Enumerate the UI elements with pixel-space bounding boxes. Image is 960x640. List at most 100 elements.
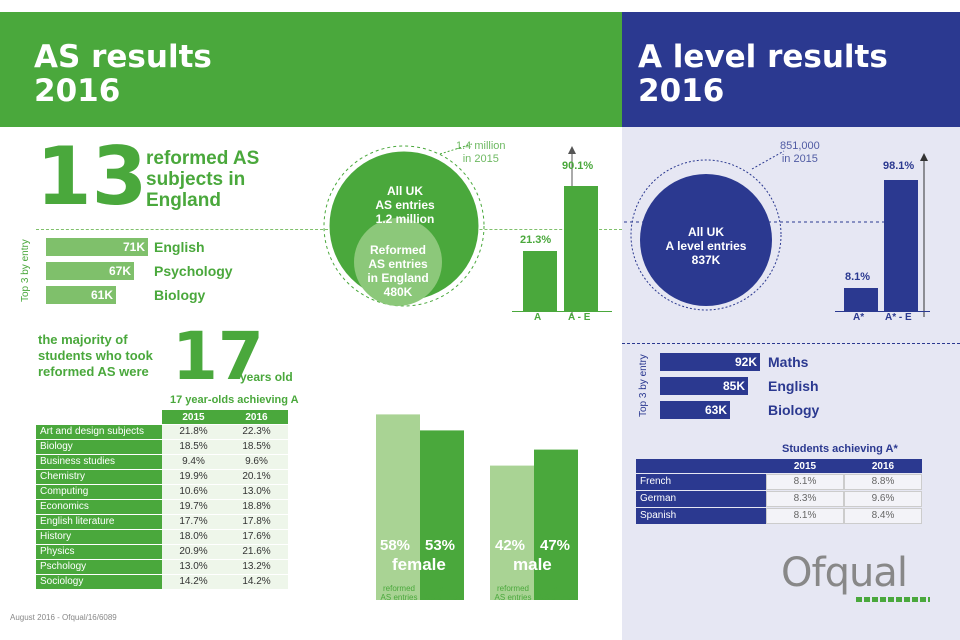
as-table-title: 17 year-olds achieving A [170,394,299,406]
table-cell-subject: Economics [36,500,162,514]
ofqual-logo-dots [856,597,930,602]
table-cell-subject: History [36,530,162,544]
a-level-top3-subject-2: English [768,378,819,394]
as-grade-a-label: A [534,312,542,323]
female-all-caption: all AS entries [424,584,462,602]
as-table-col-2015: 2015 [162,410,225,424]
a-level-astar-label: A* [853,312,865,323]
as-entries-diagram [323,143,576,316]
table-cell-y2015: 10.6% [162,485,225,499]
a-level-top3-subject-3: Biology [768,402,820,418]
table-cell-subject: German [636,491,766,507]
a-level-top3-bar-2: 85K [660,377,748,395]
table-cell-y2015: 13.0% [162,560,225,574]
as-reformed-circle [354,218,442,306]
table-cell-y2016: 18.5% [225,440,288,454]
table-cell-y2016: 8.4% [844,508,922,524]
as-table-col-2016: 2016 [225,410,288,424]
table-row: German 8.3% 9.6% [636,491,922,507]
table-row: Sociology 14.2% 14.2% [36,575,288,589]
reformed-text: reformed AS subjects in England [146,148,260,211]
a-level-astar-bar [844,288,878,311]
female-all-pct: 53% [425,537,456,554]
as-top3-label: Top 3 by entry [20,239,31,303]
male-all-caption: all AS entries [538,584,576,602]
table-cell-y2016: 8.8% [844,474,922,490]
male-label: male [513,555,552,574]
a-level-2015-entries: 851,000 in 2015 [780,140,820,165]
as-table: 2015 2016 Art and design subjects 21.8% 22… [36,409,288,590]
table-cell-subject: Physics [36,545,162,559]
table-row: Business studies 9.4% 9.6% [36,455,288,469]
table-row: Spanish 8.1% 8.4% [636,508,922,524]
as-grade-ae-label: A - E [568,312,591,323]
male-reformed-caption: reformed AS entries [494,584,532,602]
table-cell-subject: Sociology [36,575,162,589]
table-cell-y2015: 8.3% [766,491,844,507]
female-label: female [392,555,446,574]
table-cell-subject: Chemistry [36,470,162,484]
table-cell-subject: Art and design subjects [36,425,162,439]
gender-chart [376,414,578,600]
as-top3-bar-2: 67K [46,262,134,280]
a-level-header: A level results 2016 [622,12,960,127]
table-row: History 18.0% 17.6% [36,530,288,544]
as-grade-a-bar [523,251,557,311]
as-guide-line [36,229,622,230]
a-level-all-uk-circle [640,174,772,306]
male-all-bar [534,449,578,600]
ofqual-logo: Ofqual [781,550,908,596]
a-level-table-title: Students achieving A* [782,443,898,455]
table-cell-subject: Computing [36,485,162,499]
table-cell-y2016: 17.6% [225,530,288,544]
table-cell-y2016: 14.2% [225,575,288,589]
table-cell-y2015: 18.0% [162,530,225,544]
as-2015-entries: 1.4 million in 2015 [456,140,506,165]
a-level-entries-diagram [622,150,928,317]
table-cell-y2015: 21.8% [162,425,225,439]
female-reformed-caption: reformed AS entries [380,584,418,602]
table-cell-y2015: 17.7% [162,515,225,529]
a-level-2015-outline [630,159,782,311]
table-row: Biology 18.5% 18.5% [36,440,288,454]
table-cell-y2015: 18.5% [162,440,225,454]
table-row: Physics 20.9% 21.6% [36,545,288,559]
table-row: Pschology 13.0% 13.2% [36,560,288,574]
majority-age-suffix: years old [240,370,293,384]
a-level-astar-e-value: 98.1% [883,160,915,172]
table-cell-y2016: 9.6% [844,491,922,507]
footer: August 2016 - Ofqual/16/6089 [10,613,117,622]
table-cell-y2015: 8.1% [766,474,844,490]
majority-age: 17 [172,318,264,395]
table-cell-y2015: 20.9% [162,545,225,559]
as-top3-subject-3: Biology [154,287,206,303]
a-level-astar-e-bar [884,180,918,311]
table-row: Economics 19.7% 18.8% [36,500,288,514]
table-cell-y2016: 13.2% [225,560,288,574]
a-level-top3-subject-1: Maths [768,354,809,370]
table-cell-subject: Biology [36,440,162,454]
table-row: Computing 10.6% 13.0% [36,485,288,499]
a-level-table-col-2016: 2016 [844,459,922,473]
male-reformed-bar [490,465,534,600]
as-2015-outline [323,145,485,307]
a-level-top3-bar-1: 92K [660,353,760,371]
as-reformed-text: Reformed AS entries in England 480K [367,243,429,299]
table-row: English literature 17.7% 17.8% [36,515,288,529]
as-top3-bar-1: 71K [46,238,148,256]
table-cell-y2015: 14.2% [162,575,225,589]
table-cell-y2015: 9.4% [162,455,225,469]
majority-text: the majority of students who took reform… [38,332,153,379]
table-cell-y2016: 21.6% [225,545,288,559]
table-row: French 8.1% 8.8% [636,474,922,490]
female-reformed-bar [376,414,420,600]
as-title: AS results 2016 [34,39,212,109]
table-row: Chemistry 19.9% 20.1% [36,470,288,484]
female-reformed-pct: 58% [380,537,411,554]
table-cell-y2015: 19.7% [162,500,225,514]
as-all-uk-text: All UK AS entries 1.2 million [375,184,435,226]
a-level-title: A level results 2016 [638,39,888,109]
male-all-pct: 47% [540,537,571,554]
a-level-table: 2015 2016 French 8.1% 8.8% German 8.3% 9.6% Sp… [636,458,922,525]
table-cell-y2015: 8.1% [766,508,844,524]
